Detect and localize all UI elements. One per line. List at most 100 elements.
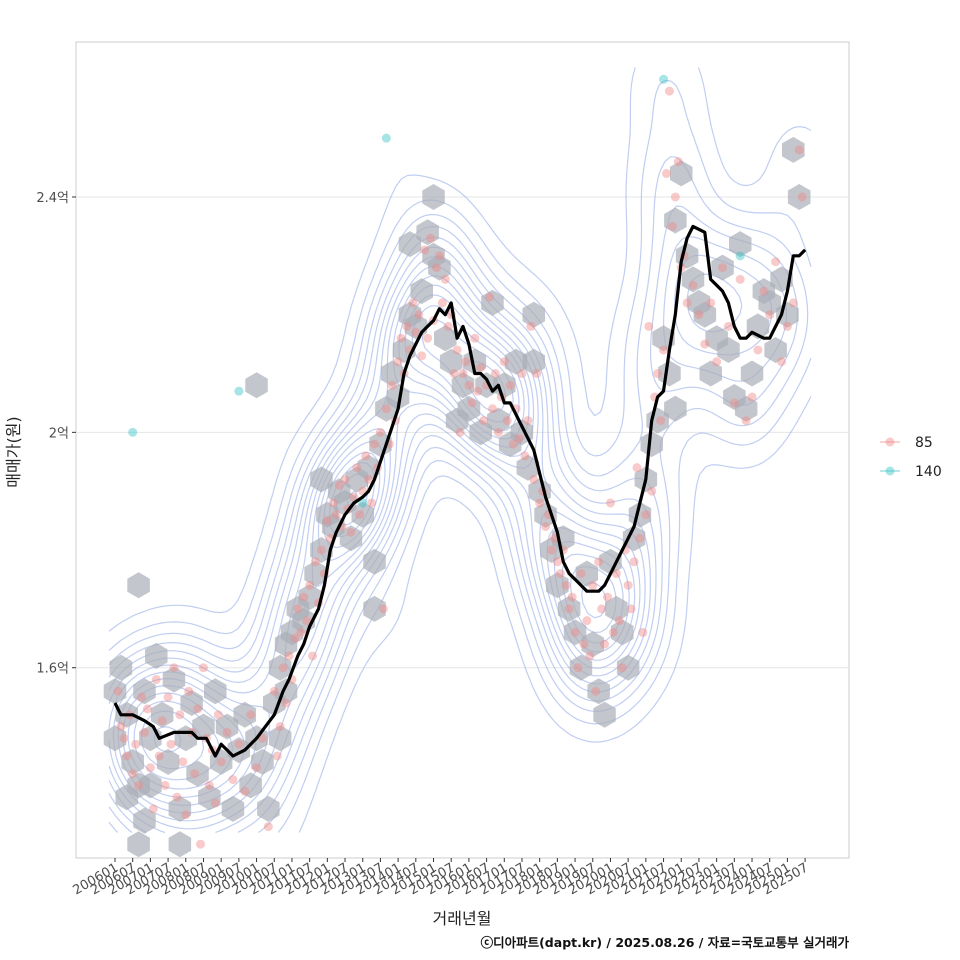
- point-85-64: [328, 498, 338, 508]
- point-85-78: [370, 439, 380, 449]
- point-85-167: [632, 463, 642, 473]
- hexbin-cell-7: [133, 678, 156, 705]
- point-85-51: [290, 633, 300, 643]
- point-85-86: [393, 357, 403, 367]
- point-85-94: [417, 351, 427, 361]
- point-85-9: [139, 727, 149, 737]
- legend-key-85: [885, 437, 895, 447]
- point-85-48: [281, 698, 291, 708]
- point-85-147: [573, 663, 583, 673]
- point-85-13: [151, 674, 161, 684]
- point-85-27: [193, 704, 203, 714]
- point-85-203: [794, 145, 804, 155]
- point-85-193: [735, 274, 745, 284]
- plot-panel: [75, 41, 850, 859]
- trend-line: [113, 224, 807, 758]
- point-85-168: [635, 533, 645, 543]
- hexbin-cell-26: [239, 772, 262, 799]
- density-contour-1: [108, 79, 812, 833]
- point-85-181: [673, 157, 683, 167]
- point-85-72: [352, 463, 362, 473]
- hexbin-cell-1: [109, 654, 133, 681]
- point-85-174: [653, 369, 663, 379]
- point-85-73: [355, 510, 365, 520]
- point-85-119: [490, 369, 500, 379]
- hexbin-cell-16: [180, 690, 203, 716]
- hexbin-cell-131: [787, 184, 811, 210]
- point-85-102: [440, 274, 450, 284]
- hexbin-cell-60: [386, 384, 410, 410]
- y-tick-label-1: 2억: [49, 426, 69, 441]
- point-85-157: [603, 592, 613, 602]
- point-85-101: [437, 298, 447, 308]
- point-85-91: [408, 298, 418, 308]
- trend-layer: [113, 224, 807, 758]
- point-85-111: [467, 398, 477, 408]
- density-contour-7: [112, 265, 641, 814]
- point-85-200: [777, 357, 787, 367]
- point-85-84: [387, 380, 397, 390]
- point-85-55: [302, 616, 312, 626]
- point-85-22: [178, 757, 188, 767]
- point-85-153: [591, 686, 601, 696]
- hexbin-cell-9: [145, 642, 168, 669]
- hexbin-cell-113: [681, 266, 705, 293]
- point-140-0: [128, 427, 138, 437]
- hexbin-cell-106: [640, 431, 663, 458]
- point-85-2: [119, 733, 129, 743]
- point-85-159: [608, 627, 618, 637]
- hexbin-cell-122: [734, 395, 758, 422]
- hexbin-cell-84: [516, 454, 540, 481]
- point-85-194: [741, 416, 751, 426]
- point-85-17: [163, 692, 173, 702]
- point-85-15: [157, 716, 167, 726]
- point-85-54: [299, 592, 309, 602]
- hexbin-cell-12: [156, 748, 180, 775]
- hexbin-cell-132: [664, 395, 687, 422]
- hexbin-cell-123: [740, 360, 764, 387]
- point-85-93: [414, 310, 424, 320]
- hexbin-cell-46: [310, 466, 333, 493]
- point-85-172: [647, 486, 657, 496]
- legend-label-140: 140: [915, 464, 942, 480]
- hexbin-cell-76: [469, 419, 492, 446]
- point-85-41: [252, 763, 262, 773]
- point-85-96: [423, 333, 433, 343]
- point-85-3: [122, 751, 132, 761]
- point-85-12: [148, 804, 158, 814]
- point-85-29: [198, 663, 208, 673]
- point-85-146: [570, 627, 580, 637]
- point-85-65: [331, 510, 341, 520]
- point-85-47: [278, 663, 288, 673]
- point-85-53: [296, 627, 306, 637]
- point-85-176: [659, 345, 669, 355]
- point-85-44: [269, 686, 279, 696]
- point-85-57: [308, 651, 318, 661]
- point-85-152: [588, 580, 598, 590]
- hexbin-cell-116: [699, 360, 722, 387]
- point-85-178: [664, 86, 674, 96]
- hexbin-cell-110: [664, 207, 687, 234]
- point-85-117: [485, 292, 495, 302]
- hexbin-cell-82: [504, 348, 528, 375]
- point-85-31: [204, 780, 214, 790]
- hexbin-cell-75: [463, 348, 487, 375]
- point-85-150: [582, 616, 592, 626]
- point-85-105: [449, 369, 459, 379]
- hexbin-cell-98: [593, 701, 616, 728]
- point-85-43: [263, 822, 273, 832]
- hexbin-layer: [103, 136, 811, 858]
- hexbin-cell-2: [103, 725, 127, 752]
- point-85-179: [667, 221, 677, 231]
- point-85-143: [561, 580, 571, 590]
- point-140-5: [735, 251, 745, 261]
- hexbin-cell-119: [717, 337, 740, 363]
- hexbin-cell-51: [339, 525, 363, 552]
- point-85-197: [759, 286, 769, 296]
- point-85-188: [706, 298, 716, 308]
- point-85-109: [461, 357, 471, 367]
- point-85-107: [455, 427, 465, 437]
- hexbin-cell-102: [616, 654, 640, 681]
- point-85-34: [213, 710, 223, 720]
- point-85-175: [656, 416, 666, 426]
